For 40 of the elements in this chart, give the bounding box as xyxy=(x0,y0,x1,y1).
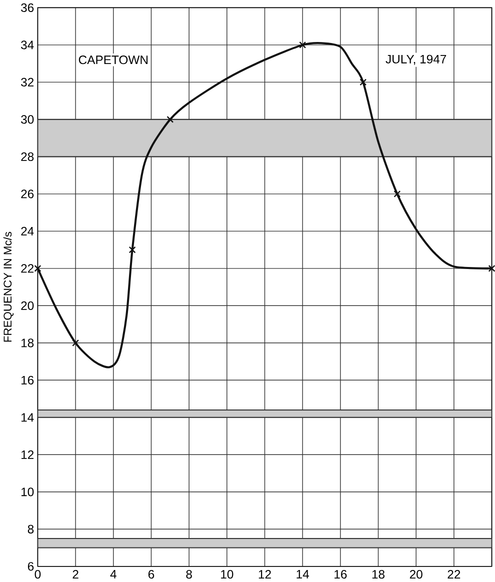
x-tick-label: 8 xyxy=(186,570,192,579)
point xyxy=(34,264,42,272)
line-series xyxy=(38,42,492,368)
point xyxy=(166,116,174,123)
y-tick-label: 20 xyxy=(21,301,34,310)
annotation: CAPETOWN xyxy=(78,56,148,64)
y-tick-label: 24 xyxy=(21,226,34,236)
y-tick-label: 18 xyxy=(21,338,34,348)
y-tick-label: 22 xyxy=(21,264,34,273)
y-tick-label: 8 xyxy=(28,524,34,534)
annotation: JULY, 1947 xyxy=(386,54,446,65)
y-tick-label: 30 xyxy=(20,115,34,124)
x-tick-label: 10 xyxy=(220,570,234,579)
x-tick-label: 20 xyxy=(410,570,422,579)
x-tick-label: 4 xyxy=(110,570,116,578)
point xyxy=(394,190,401,198)
x-tick-label: 22 xyxy=(448,570,460,578)
y-tick-label: 36 xyxy=(20,3,34,12)
x-tick-label: 12 xyxy=(258,570,271,578)
point xyxy=(488,264,495,272)
point xyxy=(128,246,136,254)
y-tick-label: 26 xyxy=(21,190,34,198)
y-tick-label: 12 xyxy=(21,450,34,459)
x-tick-label: 16 xyxy=(334,570,347,579)
y-axis-title: FREQUENCY IN Mc/s xyxy=(3,232,14,342)
y-tick-label: 16 xyxy=(21,376,34,384)
y-tick-label: 34 xyxy=(20,40,34,50)
x-tick-label: 18 xyxy=(372,570,384,579)
y-tick-label: 14 xyxy=(21,413,34,422)
point xyxy=(72,339,79,346)
point xyxy=(360,78,367,86)
x-tick-label: 2 xyxy=(72,570,78,578)
x-tick-label: 6 xyxy=(148,570,154,579)
y-tick-label: 6 xyxy=(28,562,34,571)
x-tick-label: 14 xyxy=(296,570,309,578)
x-tick-label: 0 xyxy=(34,570,41,579)
y-tick-label: 32 xyxy=(20,78,34,86)
point xyxy=(299,41,306,48)
y-tick-label: 10 xyxy=(21,488,34,496)
y-tick-label: 28 xyxy=(21,152,34,161)
